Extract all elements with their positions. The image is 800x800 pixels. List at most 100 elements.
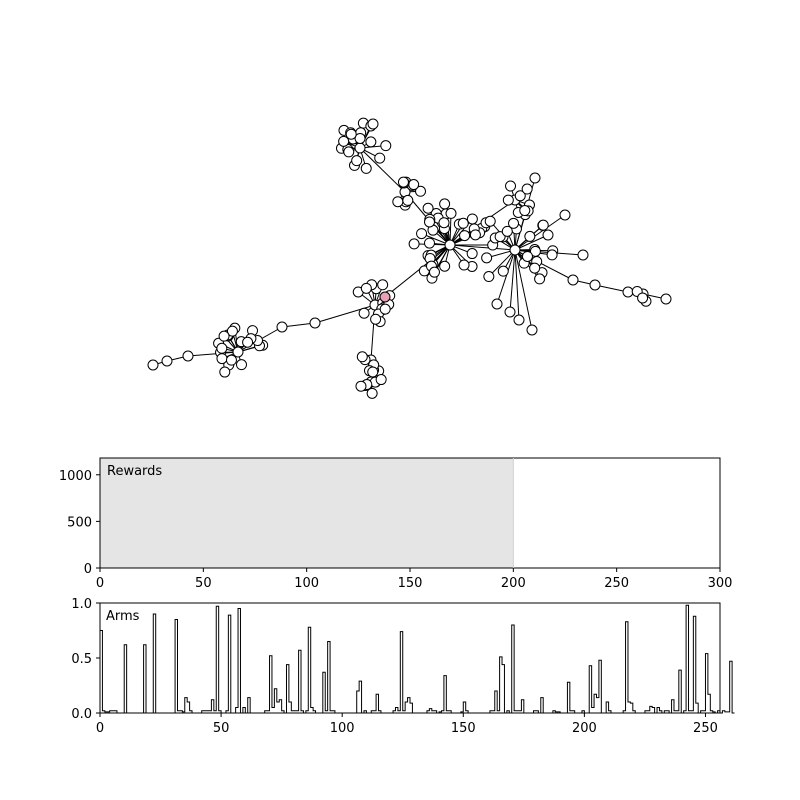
network-node <box>374 152 386 164</box>
arms-x-tick-label: 250 <box>693 721 718 736</box>
rewards-x-tick-label: 200 <box>501 576 526 591</box>
network-node <box>218 330 230 342</box>
network-node <box>276 321 288 333</box>
rewards-x-tick-label: 300 <box>708 576 733 591</box>
network-node <box>232 346 244 358</box>
rewards-y-tick-label: 0 <box>84 562 92 577</box>
network-node <box>397 176 409 188</box>
network-node <box>466 213 478 225</box>
network-node <box>444 239 456 251</box>
rewards-x-tick-label: 150 <box>398 576 423 591</box>
network-node <box>367 118 379 130</box>
network-node <box>182 350 194 362</box>
network-node <box>501 225 513 237</box>
network-node <box>524 230 536 242</box>
network-node <box>147 359 159 371</box>
network-node <box>483 271 495 283</box>
network-node <box>365 136 377 148</box>
rewards-y-axis: 0 500 1000 <box>59 469 100 577</box>
network-edge <box>514 214 566 251</box>
network-edges <box>152 123 667 394</box>
network-edge <box>594 284 629 293</box>
arms-panel: Arms 0 50 100 150 200 250 0.0 0.5 1.0 <box>71 597 735 736</box>
network-edge <box>496 249 516 305</box>
arms-x-tick-label: 150 <box>451 721 476 736</box>
arms-x-axis: 0 50 100 150 200 250 <box>96 713 718 736</box>
highlighted-node <box>379 291 391 303</box>
network-node <box>567 274 579 286</box>
network-node <box>309 317 321 329</box>
network-node <box>589 279 601 291</box>
network-node <box>402 194 414 206</box>
network-node <box>542 229 554 241</box>
network-node <box>637 292 649 304</box>
network-node <box>423 237 435 249</box>
network-node <box>508 217 520 229</box>
network-node <box>422 202 434 214</box>
network-node <box>428 266 440 278</box>
network-node <box>622 286 634 298</box>
network-node <box>526 324 538 336</box>
arms-y-axis: 0.0 0.5 1.0 <box>71 597 100 722</box>
arms-annotation: Arms <box>106 609 140 624</box>
network-node <box>529 245 541 257</box>
network-edge <box>514 249 533 331</box>
network-node <box>660 293 672 305</box>
network-node <box>356 351 368 363</box>
network-node <box>392 196 404 208</box>
network-node <box>225 354 237 366</box>
network-node <box>458 259 470 271</box>
arms-x-tick-label: 200 <box>572 721 597 736</box>
network-edge <box>509 249 516 313</box>
network-node <box>484 215 496 227</box>
rewards-y-tick-label: 1000 <box>59 469 92 484</box>
network-node <box>504 306 516 318</box>
rewards-x-tick-label: 250 <box>604 576 629 591</box>
network-node <box>219 366 231 378</box>
network-node <box>445 207 457 219</box>
rewards-x-tick-label: 100 <box>294 576 319 591</box>
network-node <box>521 183 533 195</box>
network-node <box>360 282 372 294</box>
network-node <box>242 336 254 348</box>
network-edge <box>488 249 516 277</box>
network-node <box>519 205 531 217</box>
network-node <box>521 250 533 262</box>
arms-y-tick-label: 0.0 <box>71 707 92 722</box>
arms-y-tick-label: 0.5 <box>71 652 92 667</box>
network-node <box>216 353 228 365</box>
network-node <box>360 162 372 174</box>
arms-axes-frame <box>99 602 721 714</box>
network-node <box>377 279 389 291</box>
rewards-annotation: Rewards <box>107 464 162 479</box>
rewards-x-axis: 0 50 100 150 200 250 300 <box>96 568 733 591</box>
network-node <box>439 260 451 272</box>
network-node <box>469 229 481 241</box>
rewards-y-tick-label: 500 <box>67 515 92 530</box>
rewards-x-tick-label: 0 <box>96 576 104 591</box>
network-edge <box>514 249 520 321</box>
network-node <box>338 135 350 147</box>
network-node <box>354 142 366 154</box>
network-node <box>216 342 228 354</box>
network-node <box>370 313 382 325</box>
rewards-x-tick-label: 50 <box>195 576 212 591</box>
arms-y-tick-label: 1.0 <box>71 597 92 612</box>
network-node <box>497 265 509 277</box>
network-node <box>513 314 525 326</box>
network-node <box>345 128 357 140</box>
network-edge <box>359 147 406 193</box>
network-node <box>502 194 514 206</box>
network-node <box>439 198 451 210</box>
network-node <box>226 325 238 337</box>
network-node <box>380 140 392 152</box>
network-node <box>546 249 558 261</box>
network-node <box>537 219 549 231</box>
network-node <box>559 209 571 221</box>
network-node <box>577 249 589 261</box>
network-node <box>408 179 420 191</box>
network-node <box>514 190 526 202</box>
network-node <box>354 132 366 144</box>
network-node <box>355 380 367 392</box>
